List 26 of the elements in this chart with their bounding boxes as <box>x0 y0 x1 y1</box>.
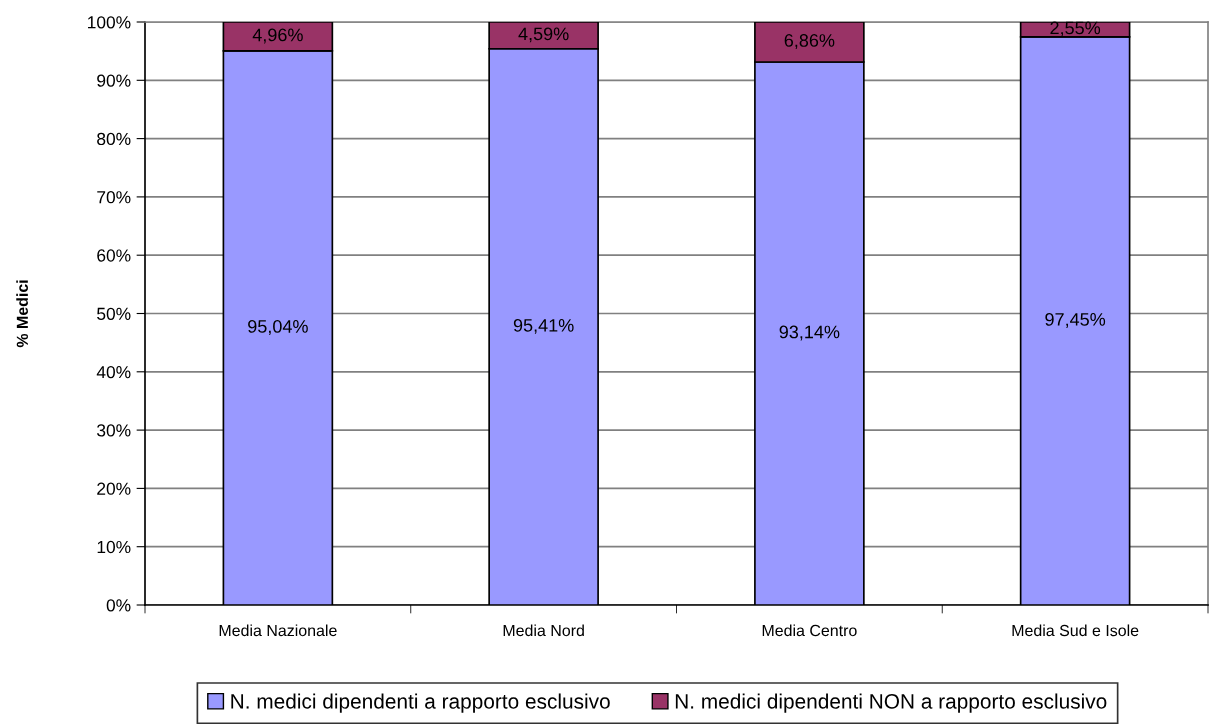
data-label: 95,04% <box>248 320 308 335</box>
y-tick-label: 60% <box>97 249 131 262</box>
data-label: 97,45% <box>1045 312 1106 328</box>
x-tick-label: Media Centro <box>762 624 857 637</box>
y-tick-label: 0% <box>106 599 131 612</box>
y-tick-label: 100% <box>88 16 131 29</box>
data-label: 93,14% <box>779 325 840 341</box>
y-tick-label: 80% <box>97 132 131 146</box>
data-label: 4,96% <box>252 28 303 44</box>
x-tick-label: Media Sud e Isole <box>1012 624 1139 637</box>
x-tick-label: Media Nazionale <box>219 624 337 637</box>
data-label: 6,86% <box>784 34 835 49</box>
data-label: 4,59% <box>518 27 569 43</box>
legend-label: N. medici dipendenti NON a rapporto esclusivo <box>675 693 1107 713</box>
y-tick-label: 70% <box>97 191 131 204</box>
y-tick-label: 90% <box>97 74 131 87</box>
y-tick-label: 10% <box>97 540 131 554</box>
legend-label: N. medici dipendenti a rapporto esclusivo <box>231 693 610 713</box>
y-tick-label: 50% <box>97 307 131 320</box>
data-label: 2,55% <box>1050 21 1101 37</box>
y-tick-label: 20% <box>97 482 131 495</box>
y-axis-title: % Medici <box>16 280 28 348</box>
x-tick-label: Media Nord <box>503 624 584 637</box>
data-label: 95,41% <box>513 318 574 334</box>
y-tick-label: 30% <box>97 424 131 437</box>
y-tick-label: 40% <box>96 365 131 379</box>
